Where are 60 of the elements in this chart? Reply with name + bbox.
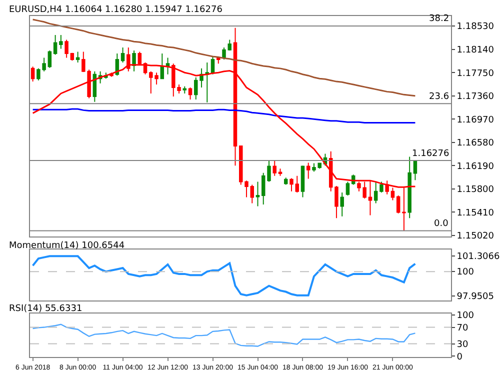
y-tick-label: 0 (456, 352, 463, 362)
y-tick-label: 1.16970 (456, 115, 494, 126)
candlestick (228, 39, 232, 52)
chart-title: EURUSD,H4 1.16064 1.16280 1.15947 1.16276 (9, 5, 223, 15)
y-tick-label: 1.15410 (456, 208, 494, 218)
y-tick-label: 1.18140 (456, 45, 494, 56)
candlestick (306, 162, 310, 180)
y-tick-label: 1.17750 (456, 68, 494, 79)
candlestick (120, 47, 125, 63)
candlestick (59, 34, 63, 50)
y-tick-label: 30 (456, 340, 469, 350)
y-tick-label: 1.15800 (456, 185, 494, 196)
candlestick (374, 181, 378, 204)
line-series (32, 18, 416, 97)
y-tick-label: 1.15020 (456, 232, 494, 242)
candlestick (132, 50, 136, 72)
candlestick (396, 195, 400, 214)
y-tick-label: 100 (456, 268, 474, 278)
y-tick-label: 1.16190 (456, 162, 494, 172)
line-series (32, 324, 416, 347)
candlestick (166, 57, 170, 75)
candlestick (92, 70, 97, 102)
candlestick (408, 156, 412, 219)
ref-line-label: 1.16276 (412, 149, 450, 159)
candlestick (182, 86, 187, 94)
annotation: 23.6 (429, 92, 450, 102)
y-tick-label: 1.17360 (456, 92, 494, 102)
line-series (32, 108, 416, 124)
candlestick (250, 184, 254, 204)
candlestick (70, 52, 74, 62)
candlestick (160, 53, 164, 80)
candlestick (334, 185, 338, 219)
y-tick-label: 101.3066 (456, 252, 500, 262)
candlestick (205, 62, 210, 103)
y-tick-label: 1.16580 (456, 138, 494, 149)
line-series (32, 255, 416, 296)
candlestick (64, 39, 68, 58)
candlestick (380, 181, 384, 194)
y-tick-label: 70 (456, 323, 469, 334)
y-tick-label: 1.18530 (456, 22, 494, 32)
y-tick-label: 97.9505 (456, 292, 494, 302)
chart-title: Momentum(14) 100.6544 (9, 241, 125, 251)
candlestick (300, 165, 305, 198)
candlestick (413, 160, 418, 181)
y-tick-label: 100 (456, 311, 474, 322)
candlestick (346, 181, 350, 196)
candlestick (222, 47, 226, 60)
candlestick (284, 177, 288, 186)
chart-title: RSI(14) 55.6331 (9, 304, 82, 314)
candlestick (340, 192, 344, 217)
candlestick (272, 160, 276, 176)
candlestick (188, 87, 192, 100)
candlestick (278, 168, 282, 176)
candlestick (48, 50, 52, 68)
candlestick (256, 181, 260, 207)
candlestick (53, 34, 58, 56)
annotation: 38.2 (429, 14, 450, 24)
candlestick (76, 51, 80, 63)
candlestick (30, 66, 35, 82)
annotation: 0.0 (434, 219, 449, 229)
